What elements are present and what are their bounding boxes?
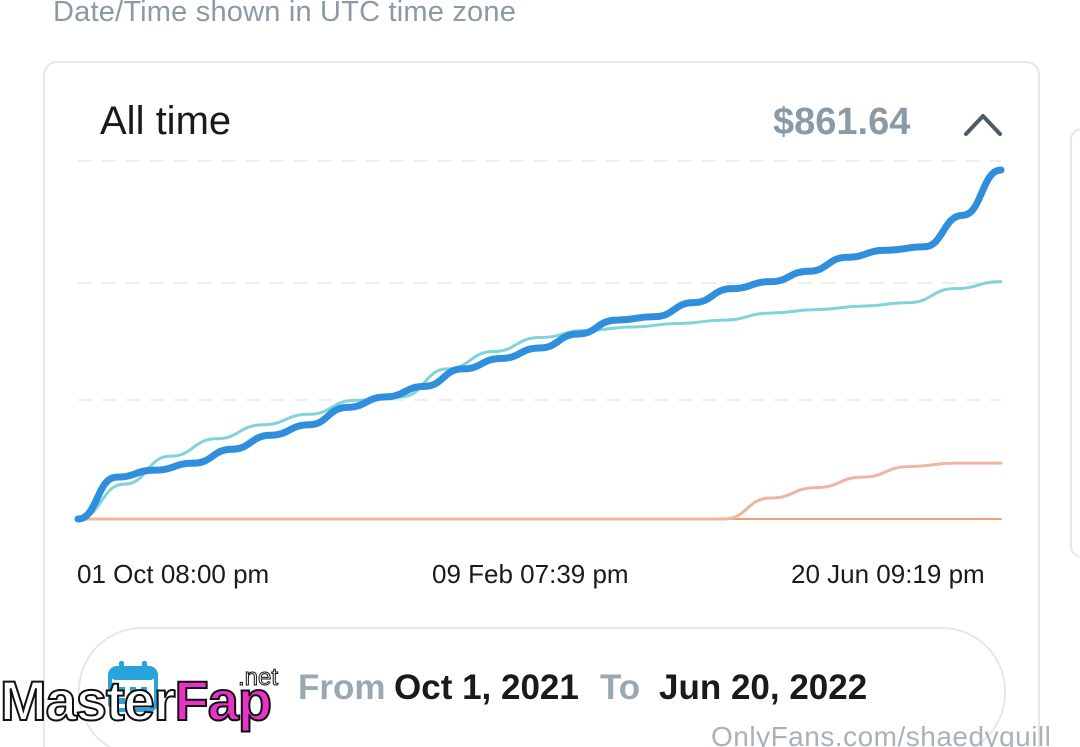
watermark-main: Master [0,668,177,733]
watermark-suffix: .net [237,664,279,692]
watermark-accent: Fap [174,668,274,733]
timezone-note: Date/Time shown in UTC time zone [53,0,517,28]
series-line [74,166,1005,523]
x-tick-label: 09 Feb 07:39 pm [432,559,629,589]
date-range-selector[interactable] [78,627,1006,747]
series-line [76,280,1003,521]
watermark-logo: MasterFap [0,668,274,733]
to-date[interactable]: Jun 20, 2022 [659,668,868,707]
x-tick-label: 01 Oct 08:00 pm [77,559,270,589]
collapse-button[interactable] [958,104,1008,144]
chevron-up-icon [964,114,1002,136]
from-date[interactable]: Oct 1, 2021 [394,668,579,707]
series-line [76,461,1003,521]
calendar-icon[interactable] [107,660,159,714]
card-title: All time [100,99,232,143]
watermark-url: OnlyFans.com/shaedyquill [711,721,1052,747]
from-label: From [298,668,386,707]
total-earnings: $861.64 [773,101,911,143]
x-tick-label: 20 Jun 09:19 pm [791,559,985,589]
to-label: To [600,668,641,707]
